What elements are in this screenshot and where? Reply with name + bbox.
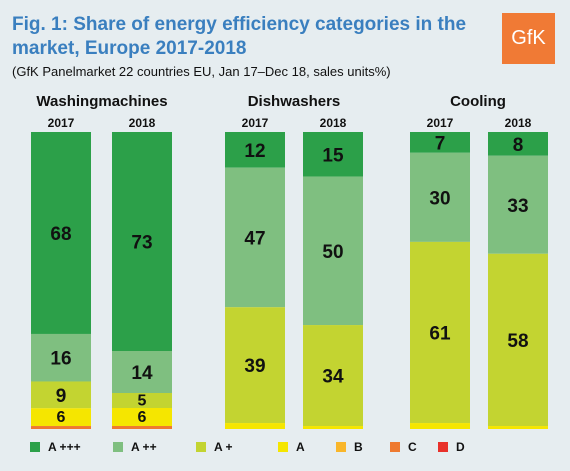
legend-label: A — [296, 440, 305, 454]
chart-subtitle: (GfK Panelmarket 22 countries EU, Jan 17… — [12, 64, 391, 79]
legend-swatch — [278, 442, 288, 452]
bar-segment-a-plusplusplus — [410, 132, 470, 153]
bar-segment-a-plusplus — [31, 333, 91, 382]
year-label: 2017 — [48, 116, 75, 130]
data-label: 15 — [322, 145, 344, 166]
data-label: 8 — [513, 135, 524, 156]
bar-segment-a — [225, 423, 285, 429]
group-label-cooling: Cooling — [450, 93, 506, 110]
bar-segment-a — [31, 408, 91, 427]
bar-segment-a — [488, 426, 548, 429]
bar-segment-a-plus — [410, 241, 470, 424]
data-label: 6 — [138, 409, 147, 426]
year-label: 2018 — [320, 116, 347, 130]
data-label: 7 — [435, 133, 446, 154]
group-label-dishwashers: Dishwashers — [248, 93, 341, 110]
bar-segment-a — [112, 408, 172, 426]
data-label: 50 — [322, 242, 343, 263]
chart-legend: A +++ A ++ A + A B C D — [30, 440, 560, 460]
gfk-logo: GfK — [502, 13, 555, 64]
data-label: 30 — [429, 188, 450, 209]
bar-segment-c — [112, 426, 172, 429]
bar-segment-a-plusplus — [303, 176, 363, 326]
legend-item-c: C — [390, 440, 417, 454]
data-label: 47 — [244, 228, 265, 249]
bar-segment-a-plusplusplus — [488, 132, 548, 156]
gfk-logo-text: GfK — [511, 27, 546, 49]
legend-swatch — [438, 442, 448, 452]
data-label: 16 — [50, 349, 71, 370]
data-label: 34 — [322, 367, 344, 388]
legend-item-a: A — [278, 440, 305, 454]
bar-segment-a-plusplus — [410, 152, 470, 242]
group-label-washingmachines: Washingmachines — [36, 93, 167, 110]
data-label: 6 — [57, 409, 66, 426]
bar-segment-c — [31, 426, 91, 429]
bar-segment-a-plusplusplus — [225, 132, 285, 168]
bar-segment-a-plusplusplus — [112, 132, 172, 351]
year-label: 2018 — [505, 116, 532, 130]
legend-swatch — [196, 442, 206, 452]
data-label: 33 — [507, 196, 528, 217]
legend-label: D — [456, 440, 465, 454]
data-label: 73 — [131, 233, 152, 254]
legend-swatch — [336, 442, 346, 452]
data-label: 61 — [429, 323, 451, 344]
bar-segment-a-plus — [488, 253, 548, 427]
legend-label: B — [354, 440, 363, 454]
bar-segment-a-plusplus — [488, 155, 548, 254]
bar-segment-a-plusplus — [112, 351, 172, 393]
bar-segment-a-plusplus — [225, 167, 285, 308]
legend-swatch — [30, 442, 40, 452]
year-label: 2017 — [427, 116, 454, 130]
bar-segment-a-plus — [225, 307, 285, 424]
legend-item-a-plus: A + — [196, 440, 233, 454]
data-label: 39 — [244, 356, 265, 377]
legend-item-d: D — [438, 440, 465, 454]
bar-segment-a-plus — [303, 325, 363, 427]
data-label: 9 — [56, 386, 67, 407]
data-label: 12 — [244, 141, 265, 162]
legend-swatch — [390, 442, 400, 452]
data-label: 5 — [138, 393, 147, 410]
chart-title: Fig. 1: Share of energy efficiency categ… — [12, 14, 467, 59]
legend-label: A ++ — [131, 440, 157, 454]
bar-segment-a-plusplusplus — [303, 132, 363, 177]
legend-item-a-plusplusplus: A +++ — [30, 440, 81, 454]
legend-label: A +++ — [48, 440, 81, 454]
bar-segment-a-plusplusplus — [31, 132, 91, 334]
legend-item-b: B — [336, 440, 363, 454]
bar-segment-a-plus — [112, 393, 172, 408]
data-label: 68 — [50, 224, 71, 245]
year-label: 2018 — [129, 116, 156, 130]
bar-segment-a — [303, 426, 363, 429]
legend-label: A + — [214, 440, 233, 454]
data-label: 14 — [131, 363, 153, 384]
legend-swatch — [113, 442, 123, 452]
year-label: 2017 — [242, 116, 269, 130]
legend-label: C — [408, 440, 417, 454]
legend-item-a-plusplus: A ++ — [113, 440, 157, 454]
data-label: 58 — [507, 331, 528, 352]
bar-segment-a — [410, 423, 470, 429]
bar-segment-a-plus — [31, 381, 91, 409]
